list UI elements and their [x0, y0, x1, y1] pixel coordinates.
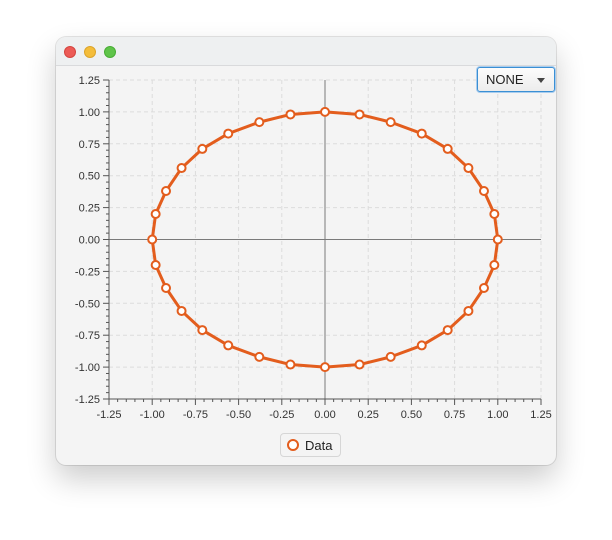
x-tick-label: 0.00 — [314, 409, 335, 421]
data-point — [478, 186, 489, 197]
data-point — [223, 128, 234, 139]
app-window: -1.25 -1.00 -0.75 -0.50 -0.25 0.00 0.25 0.50 0.7… — [56, 37, 556, 465]
data-point — [354, 359, 365, 370]
data-point — [320, 362, 330, 373]
y-tick-label: 0.50 — [79, 171, 100, 183]
data-point — [150, 260, 161, 271]
x-tick-label: 0.75 — [444, 409, 465, 421]
y-tick-label: 1.25 — [79, 75, 100, 87]
data-point — [385, 351, 396, 362]
y-tick-label: -0.25 — [75, 266, 100, 278]
x-tick-label: 1.00 — [487, 409, 508, 421]
legend-marker-icon — [287, 439, 299, 451]
x-tick-label: -0.75 — [183, 409, 208, 421]
y-tick-label: 1.00 — [79, 107, 100, 119]
data-point — [385, 117, 396, 128]
data-point — [354, 109, 365, 120]
data-point — [254, 117, 265, 128]
data-point — [463, 305, 474, 316]
legend-label: Data — [305, 437, 333, 453]
line-chart: -1.25 -1.00 -0.75 -0.50 -0.25 0.00 0.25 0.50 0.7… — [75, 75, 552, 421]
y-tick-label: 0.75 — [79, 139, 100, 151]
x-tick-label: -1.25 — [96, 409, 121, 421]
chart-legend: Data — [280, 433, 342, 457]
x-tick-label: 1.25 — [530, 409, 551, 421]
y-tick-label: 0.00 — [79, 235, 100, 247]
data-point — [161, 186, 172, 197]
chevron-down-icon — [537, 78, 545, 83]
data-point — [416, 128, 427, 139]
series-data — [147, 106, 503, 373]
data-point — [489, 260, 500, 271]
data-point — [254, 351, 265, 362]
minimize-window-button[interactable] — [84, 46, 96, 58]
data-point — [442, 143, 453, 154]
x-tick-label: -0.50 — [226, 409, 251, 421]
maximize-window-button[interactable] — [104, 46, 116, 58]
data-point — [463, 163, 474, 174]
data-point — [176, 163, 187, 174]
data-point — [442, 325, 453, 336]
y-tick-label: -1.00 — [75, 362, 100, 374]
data-point — [492, 234, 503, 245]
x-tick-label: -1.00 — [140, 409, 165, 421]
data-point — [176, 305, 187, 316]
data-point — [197, 143, 208, 154]
x-tick-label: 0.25 — [357, 409, 378, 421]
data-point — [416, 340, 427, 351]
data-point — [147, 234, 158, 245]
data-point — [161, 282, 172, 293]
close-window-button[interactable] — [64, 46, 76, 58]
data-point — [320, 106, 330, 117]
curve-mode-dropdown[interactable]: NONE — [477, 67, 555, 92]
data-point — [478, 282, 489, 293]
data-point — [285, 109, 296, 120]
grid — [108, 79, 542, 400]
axes: -1.25 -1.00 -0.75 -0.50 -0.25 0.00 0.25 0.50 0.7… — [75, 75, 552, 421]
y-tick-label: -0.50 — [75, 298, 100, 310]
y-tick-label: -1.25 — [75, 394, 100, 406]
data-point — [223, 340, 234, 351]
x-tick-label: 0.50 — [401, 409, 422, 421]
data-point — [489, 208, 500, 219]
x-tick-label: -0.25 — [269, 409, 294, 421]
data-point — [197, 325, 208, 336]
title-bar — [56, 37, 556, 66]
dropdown-selected-value: NONE — [486, 72, 524, 87]
data-point — [285, 359, 296, 370]
y-tick-label: 0.25 — [79, 203, 100, 215]
data-point — [150, 208, 161, 219]
y-tick-label: -0.75 — [75, 330, 100, 342]
